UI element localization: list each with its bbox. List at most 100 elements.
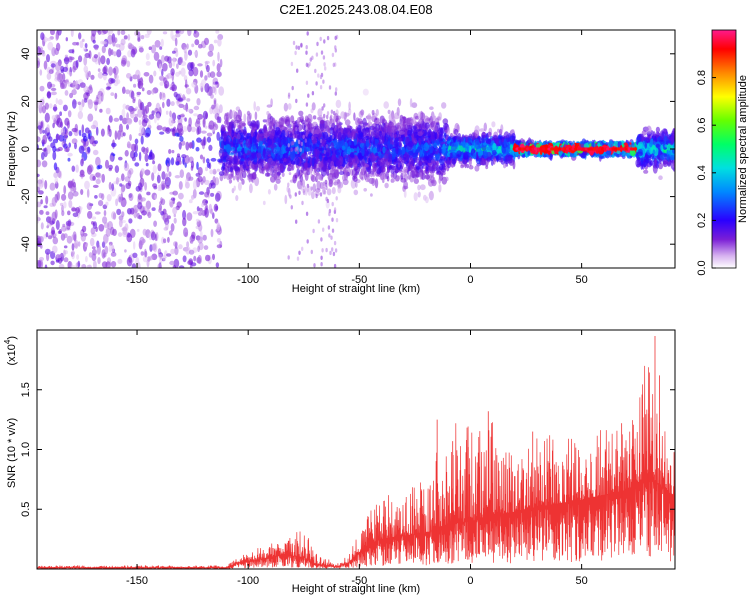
spectrogram-cell	[212, 212, 215, 220]
spectrogram-cell	[133, 116, 139, 123]
spectrogram-cell	[70, 250, 75, 255]
spectrogram-cell	[174, 175, 181, 179]
spectrogram-cell	[335, 109, 339, 116]
spectrogram-cell	[66, 120, 70, 129]
spectrogram-cell	[68, 200, 73, 208]
spectrogram-cell	[156, 113, 161, 121]
spectrogram-cell	[117, 30, 121, 36]
spectrogram-cell	[41, 152, 45, 160]
spectrogram-cell	[428, 192, 434, 198]
spectrogram-cell	[187, 30, 192, 37]
spectrogram-cell	[196, 137, 202, 143]
spectrogram-cell	[336, 122, 339, 130]
spectrogram-cell	[186, 98, 191, 102]
spectrogram-cell	[231, 129, 235, 138]
spectrogram-cell	[105, 227, 111, 237]
spectrogram-cell	[241, 122, 246, 127]
spectrogram-cell	[153, 220, 158, 227]
spectrogram-cell	[362, 117, 367, 128]
spectrogram-cell	[286, 185, 290, 193]
spectrogram-cell	[165, 221, 169, 231]
spectrogram-cell	[456, 150, 462, 158]
spectrogram-cell	[262, 149, 266, 159]
spectrogram-cell	[322, 131, 329, 141]
spectrogram-cell	[180, 67, 186, 77]
spectrogram-cell	[78, 55, 83, 63]
spectrogram-cell	[128, 44, 135, 50]
spectrogram-cell	[375, 109, 379, 116]
spectrogram-cell	[37, 101, 42, 109]
spectrogram-cell	[47, 235, 53, 240]
spectrogram-cell	[111, 142, 117, 148]
spectrogram-cell	[48, 136, 53, 142]
spectrogram-cell	[268, 121, 274, 127]
spectrogram-cell	[99, 108, 103, 113]
spectrogram-cell	[57, 170, 62, 178]
spectrogram-cell	[290, 150, 296, 161]
spectrogram-cell	[407, 141, 414, 148]
spectrogram-cell	[174, 246, 179, 256]
spectrogram-cell	[210, 208, 214, 215]
spectrogram-cell	[265, 142, 268, 151]
spectrogram-cell	[83, 85, 89, 93]
spectrogram-cell	[55, 42, 61, 52]
spectrogram-cell	[345, 171, 349, 178]
spectrogram-cell	[42, 134, 48, 145]
spectrogram-cell	[193, 30, 200, 38]
spectrogram-cell	[498, 151, 502, 161]
spectrogram-cell	[109, 154, 114, 162]
spectrogram-cell	[263, 140, 267, 144]
spectrogram-cell	[63, 56, 70, 65]
spectrogram-cell	[79, 173, 85, 178]
spectrogram-cell	[266, 118, 271, 123]
spectrogram-cell	[483, 142, 487, 146]
spectrogram-cell	[203, 245, 209, 251]
spectrogram-cell	[44, 264, 48, 268]
spectrogram-cell	[174, 37, 178, 47]
spectrogram-cell	[50, 91, 57, 96]
spectrogram-cell	[239, 164, 244, 174]
spectrogram-cell	[193, 113, 199, 117]
spectrogram-cell	[122, 132, 126, 137]
spectrogram-cell	[98, 56, 101, 66]
spectrogram-cell	[468, 156, 472, 167]
spectrogram-cell	[153, 186, 158, 190]
spectrogram-cell	[52, 106, 58, 112]
spectrogram-cell	[124, 150, 129, 157]
spectrogram-cell	[63, 233, 68, 239]
spectrogram-cell	[146, 146, 149, 154]
spectrogram-cell	[263, 124, 268, 134]
spectrogram-cell	[64, 90, 69, 96]
spectrogram-cell	[284, 194, 288, 205]
spectrogram-cell	[374, 152, 379, 156]
spectrogram-cell	[217, 51, 220, 62]
spectrogram-cell	[232, 175, 236, 181]
spectrogram-cell	[120, 129, 124, 138]
spectrogram-cell	[464, 159, 467, 169]
spectrogram-cell	[182, 156, 185, 165]
spectrogram-cell	[168, 116, 174, 127]
spectrogram-cell	[266, 111, 270, 116]
spectrogram-cell	[292, 122, 296, 133]
spectrogram-cell	[294, 157, 300, 166]
spectrogram-cell	[45, 232, 49, 238]
spectrogram-cell	[196, 98, 201, 106]
spectrogram-cell	[216, 244, 223, 249]
spectrogram-cell	[126, 73, 132, 79]
spectrogram-cell	[72, 41, 78, 46]
spectrogram-cell	[55, 134, 61, 141]
spectrogram-cell	[48, 103, 53, 109]
spectrogram-cell	[403, 189, 407, 198]
spectrogram-cell	[183, 227, 189, 237]
spectrogram-cell	[178, 103, 185, 108]
spectrogram-cell	[110, 78, 116, 84]
spectrogram-cell	[214, 192, 221, 202]
spectrogram-cell	[90, 227, 96, 235]
spectrogram-cell	[159, 81, 164, 86]
spectrogram-cell	[176, 63, 179, 69]
spectrogram-cell	[124, 223, 129, 232]
spectrogram-cell	[419, 172, 423, 180]
spectrogram-cell	[96, 244, 101, 255]
spectrogram-cell	[39, 256, 44, 262]
spectrogram-cell	[316, 116, 323, 121]
